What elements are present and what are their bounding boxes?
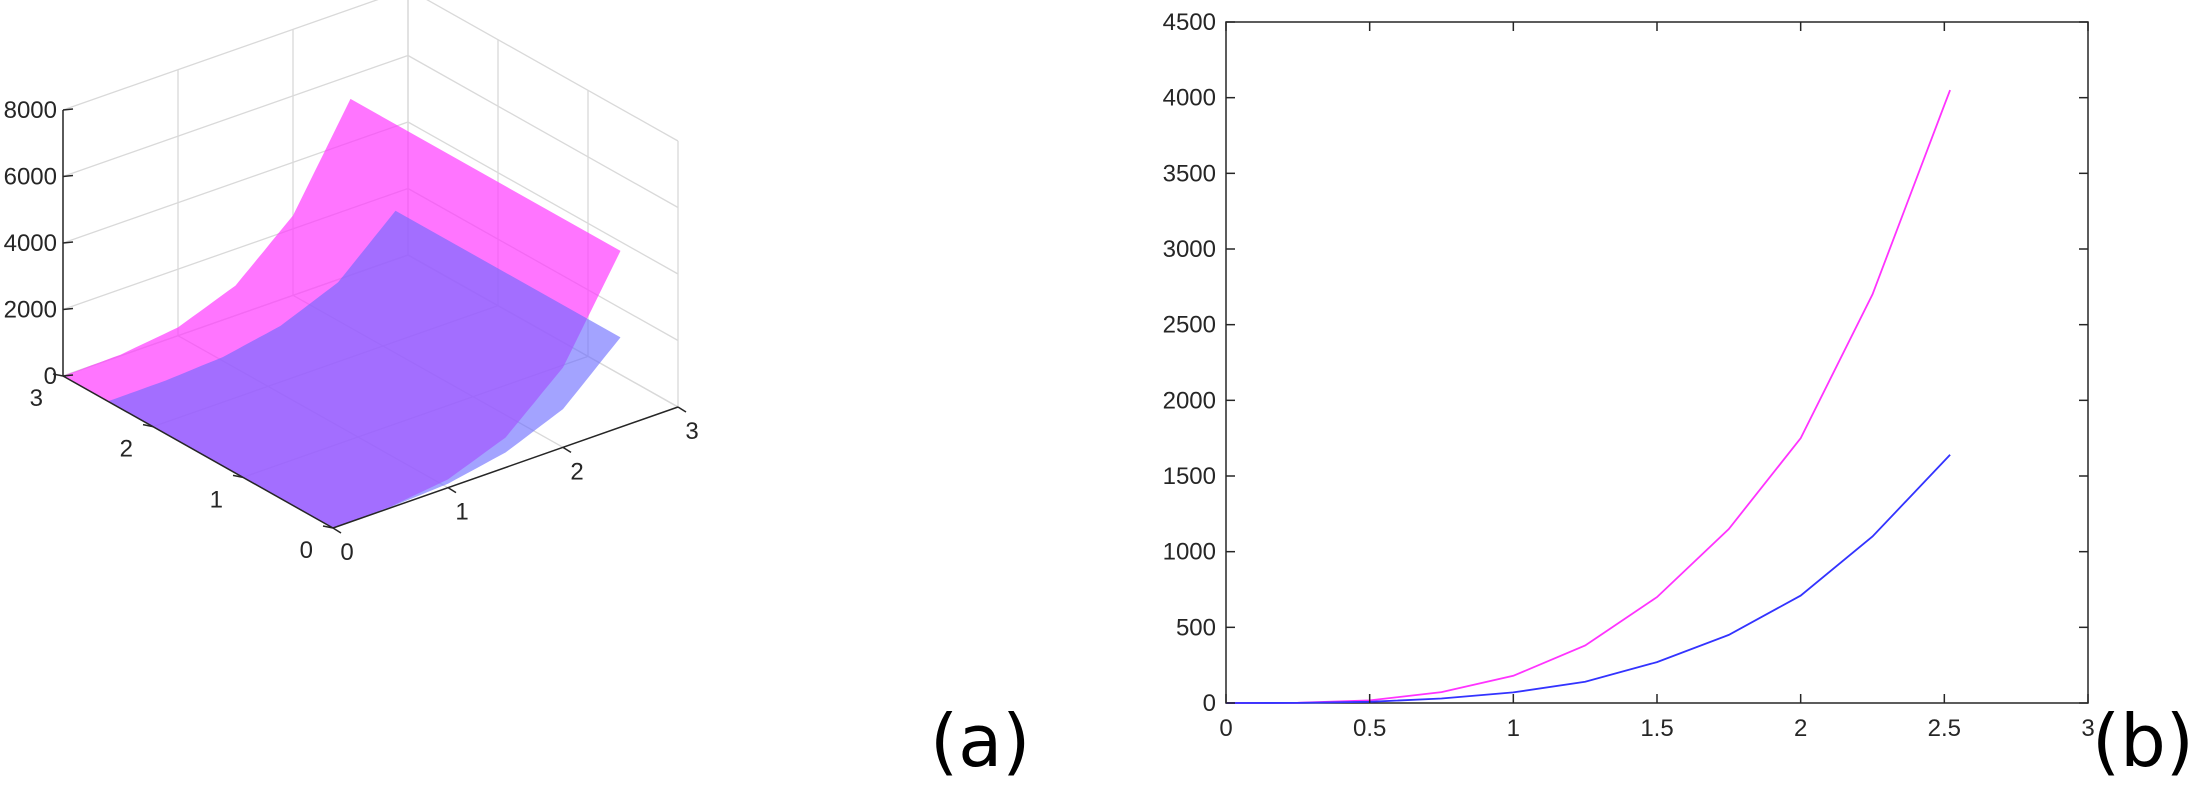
z-tick-label: 0 <box>44 363 57 390</box>
y-axis-line <box>62 375 334 529</box>
y-tick-label: 3000 <box>1163 236 1216 263</box>
y-tick-label: 500 <box>1176 614 1216 641</box>
gridline <box>407 54 679 209</box>
z-tick-label: 8000 <box>4 97 57 124</box>
y-tick-label: 2500 <box>1163 312 1216 339</box>
surface-series-2 <box>108 210 621 528</box>
y-tick-label: 2000 <box>1163 387 1216 414</box>
gridline <box>426 0 679 142</box>
y-tick <box>52 373 64 377</box>
y-tick-label: 1 <box>210 486 223 513</box>
plot-frame <box>1225 21 2089 704</box>
y-tick-label: 2 <box>120 436 133 463</box>
axis-tick-labels: 0 0.5 1 1.5 2 2.5 3 0 500 1000 1500 2000 2500 3000 350… <box>1163 9 2095 742</box>
x-tick-label: 2 <box>570 458 583 485</box>
x-tick-label: 3 <box>2081 715 2094 742</box>
x-tick-label: 0 <box>1219 715 1232 742</box>
series-line-1 <box>1225 89 1951 704</box>
series-line-2 <box>1225 454 1951 704</box>
x-tick-label: 3 <box>685 418 698 445</box>
y-tick <box>142 423 154 428</box>
gridline <box>62 0 379 111</box>
line-chart-b: 0 0.5 1 1.5 2 2.5 3 0 500 1000 1500 2000 2500 3000 350… <box>1163 9 2095 742</box>
y-tick <box>322 525 334 529</box>
x-tick <box>562 446 572 453</box>
panel-label-a: (a) <box>930 699 1030 783</box>
z-tick <box>62 241 74 244</box>
y-tick-label: 0 <box>1203 690 1216 717</box>
gridline <box>407 121 679 275</box>
x-tick-label: 1 <box>1507 715 1520 742</box>
z-tick <box>62 108 74 111</box>
x-tick-label: 1.5 <box>1640 715 1673 742</box>
gridline <box>62 54 409 178</box>
x-tick-label: 0 <box>340 539 353 566</box>
axis-ticks <box>1225 21 2089 704</box>
y-tick-label: 1500 <box>1163 463 1216 490</box>
z-tick <box>62 374 74 377</box>
surface-axes <box>52 108 687 534</box>
z-tick-label: 6000 <box>4 164 57 191</box>
z-tick <box>62 174 74 178</box>
z-tick <box>62 307 74 311</box>
y-tick-label: 4500 <box>1163 9 1216 36</box>
x-axis-line <box>332 406 679 529</box>
z-tick-label: 4000 <box>4 230 57 257</box>
x-tick-label: 2.5 <box>1928 715 1961 742</box>
y-tick-label: 3 <box>30 385 43 412</box>
y-tick <box>232 474 244 479</box>
z-tick-label: 2000 <box>4 297 57 324</box>
y-tick-label: 1000 <box>1163 539 1216 566</box>
x-tick-label: 2 <box>1794 715 1807 742</box>
x-tick-label: 1 <box>455 499 468 526</box>
x-tick <box>447 487 457 494</box>
x-tick <box>332 527 342 534</box>
x-tick-label: 0.5 <box>1353 715 1386 742</box>
y-tick-label: 4000 <box>1163 85 1216 112</box>
x-tick <box>677 406 687 413</box>
surface-plots <box>63 98 621 529</box>
line-series <box>1225 89 1951 704</box>
y-tick-label: 3500 <box>1163 160 1216 187</box>
y-tick-label: 0 <box>300 537 313 564</box>
panel-label-b: (b) <box>2092 699 2194 783</box>
